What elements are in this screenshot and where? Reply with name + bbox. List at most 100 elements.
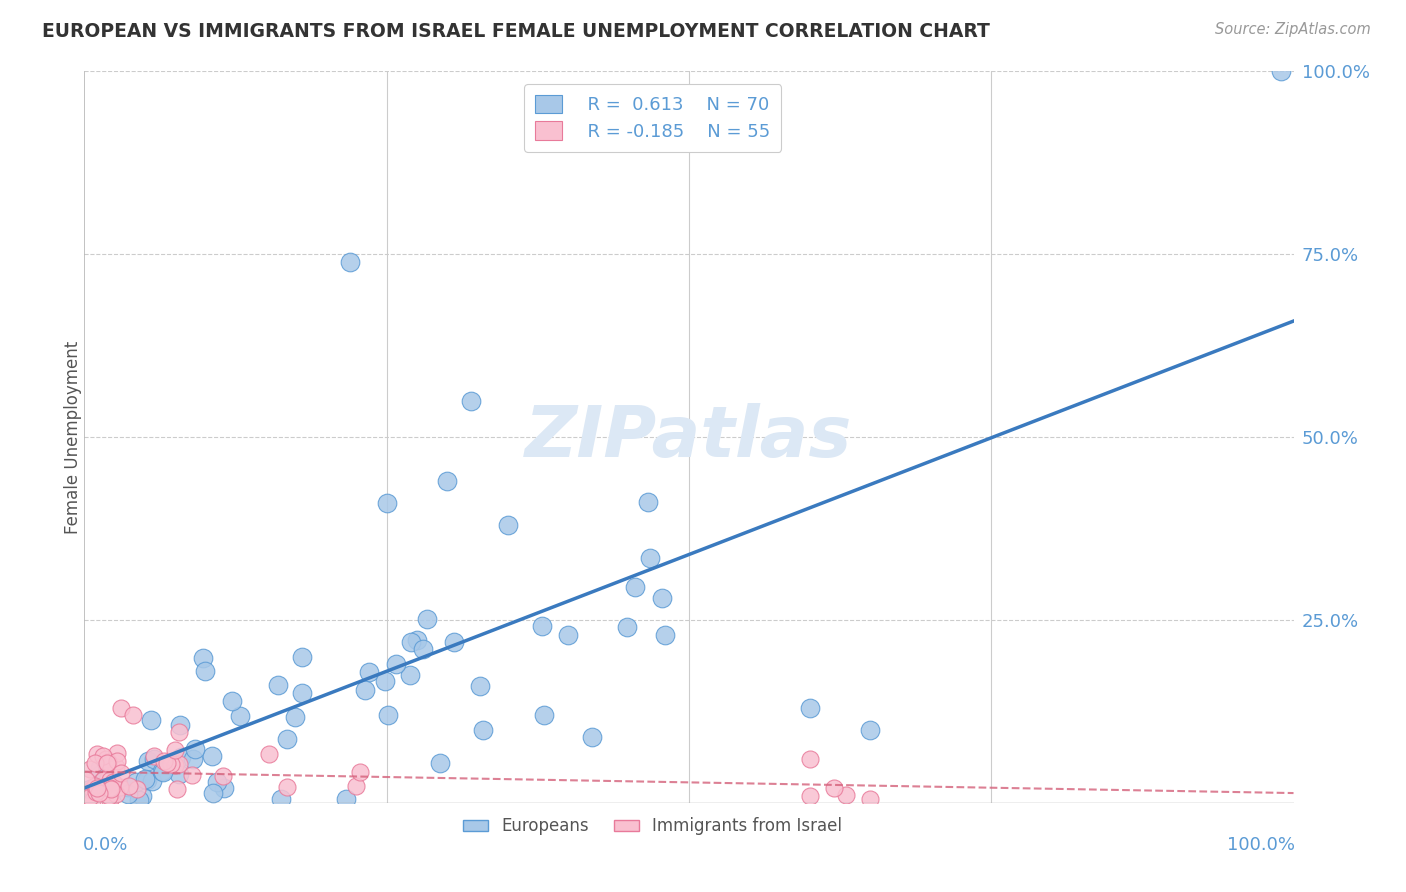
- Point: [84, 785, 107, 799]
- Point: [86, 780, 108, 795]
- Point: [91, 748, 114, 763]
- Point: [163, 758, 186, 772]
- Point: [170, 750, 193, 764]
- Point: [799, 700, 821, 714]
- Point: [496, 517, 519, 532]
- Point: [118, 779, 141, 793]
- Point: [83, 779, 105, 793]
- Point: [581, 730, 603, 744]
- Point: [153, 755, 176, 769]
- Point: [83, 756, 105, 771]
- Point: [82, 794, 104, 808]
- Point: [375, 496, 398, 510]
- Point: [167, 756, 190, 771]
- Point: [97, 755, 120, 769]
- Point: [166, 781, 188, 796]
- Point: [385, 657, 408, 671]
- Point: [637, 495, 659, 509]
- Text: Source: ZipAtlas.com: Source: ZipAtlas.com: [1215, 22, 1371, 37]
- Point: [93, 780, 115, 794]
- Point: [638, 550, 661, 565]
- Point: [117, 787, 139, 801]
- Point: [100, 782, 122, 797]
- Point: [823, 781, 845, 796]
- Point: [97, 779, 120, 793]
- Point: [651, 591, 673, 605]
- Point: [108, 780, 131, 795]
- Point: [131, 789, 153, 803]
- Point: [557, 627, 579, 641]
- Point: [221, 694, 243, 708]
- Point: [141, 774, 163, 789]
- Y-axis label: Female Unemployment: Female Unemployment: [65, 341, 82, 533]
- Point: [416, 612, 439, 626]
- Point: [79, 789, 101, 804]
- Point: [276, 780, 298, 794]
- Point: [616, 620, 638, 634]
- Point: [150, 764, 173, 778]
- Point: [859, 792, 882, 806]
- Point: [405, 633, 427, 648]
- Point: [472, 723, 495, 737]
- Point: [98, 773, 121, 788]
- Point: [399, 635, 422, 649]
- Point: [259, 747, 281, 761]
- Point: [1270, 64, 1292, 78]
- Point: [87, 786, 110, 800]
- Point: [654, 627, 676, 641]
- Point: [105, 746, 128, 760]
- Point: [205, 775, 228, 789]
- Point: [460, 393, 482, 408]
- Point: [799, 789, 821, 803]
- Point: [98, 792, 121, 806]
- Point: [117, 780, 139, 794]
- Point: [349, 764, 371, 779]
- Point: [357, 665, 380, 679]
- Point: [101, 775, 124, 789]
- Point: [468, 679, 491, 693]
- Legend: Europeans, Immigrants from Israel: Europeans, Immigrants from Israel: [457, 811, 849, 842]
- Point: [291, 649, 314, 664]
- Point: [335, 792, 357, 806]
- Point: [96, 756, 118, 771]
- Point: [98, 789, 121, 804]
- Point: [624, 580, 647, 594]
- Point: [859, 723, 882, 737]
- Point: [97, 772, 120, 786]
- Point: [167, 767, 190, 781]
- Point: [212, 769, 235, 783]
- Point: [110, 700, 132, 714]
- Point: [167, 724, 190, 739]
- Point: [533, 708, 555, 723]
- Point: [181, 767, 204, 781]
- Text: EUROPEAN VS IMMIGRANTS FROM ISRAEL FEMALE UNEMPLOYMENT CORRELATION CHART: EUROPEAN VS IMMIGRANTS FROM ISRAEL FEMAL…: [42, 22, 990, 41]
- Point: [201, 786, 224, 800]
- Point: [98, 780, 121, 795]
- Point: [136, 754, 159, 768]
- Point: [96, 752, 118, 766]
- Point: [165, 743, 187, 757]
- Point: [91, 772, 114, 787]
- Point: [374, 674, 396, 689]
- Point: [135, 773, 157, 788]
- Point: [169, 718, 191, 732]
- Point: [125, 774, 148, 789]
- Point: [270, 792, 292, 806]
- Point: [141, 714, 163, 728]
- Point: [143, 749, 166, 764]
- Point: [110, 766, 132, 780]
- Point: [200, 749, 222, 764]
- Point: [212, 781, 235, 796]
- Text: 100.0%: 100.0%: [1226, 836, 1295, 854]
- Point: [443, 635, 465, 649]
- Point: [377, 707, 399, 722]
- Text: 0.0%: 0.0%: [83, 836, 128, 854]
- Point: [97, 755, 120, 769]
- Point: [79, 782, 101, 797]
- Text: ZIPatlas: ZIPatlas: [526, 402, 852, 472]
- Point: [229, 709, 252, 723]
- Point: [436, 474, 458, 488]
- Point: [152, 765, 174, 780]
- Point: [105, 787, 128, 801]
- Point: [184, 741, 207, 756]
